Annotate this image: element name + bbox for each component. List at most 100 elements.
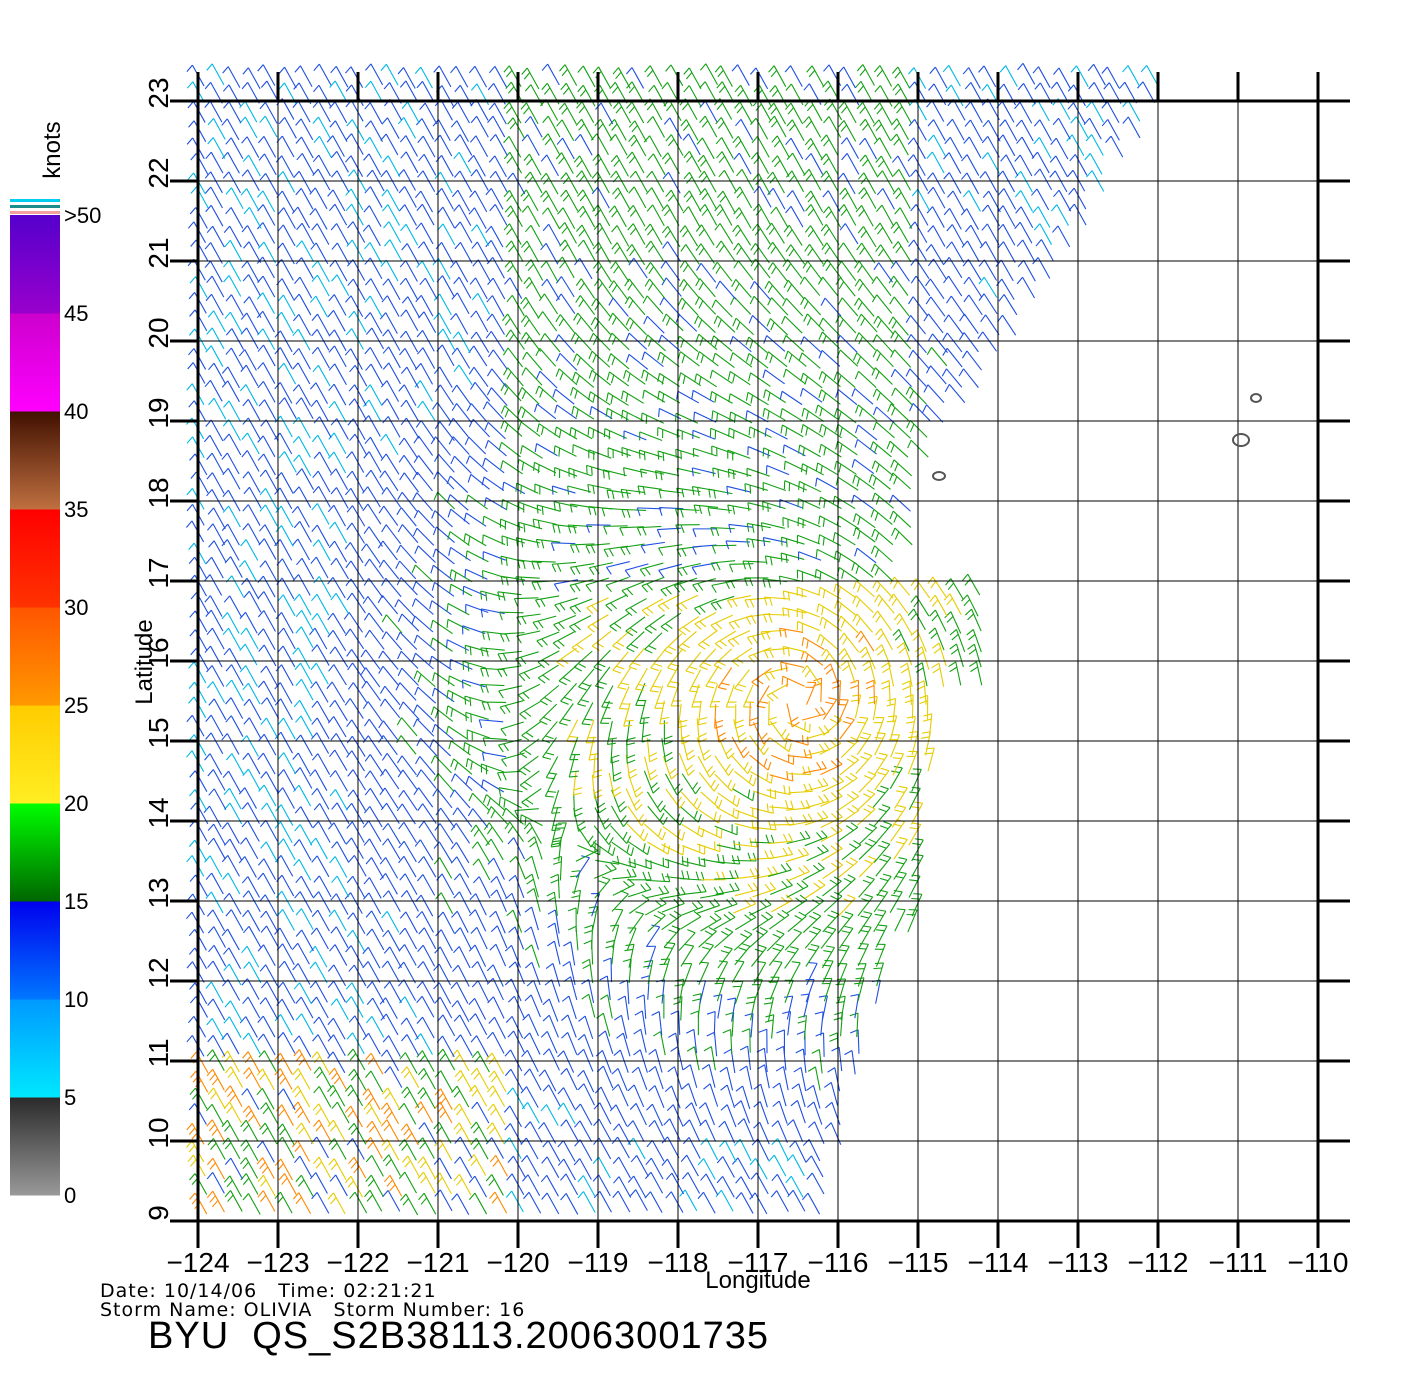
wind-barb — [223, 963, 242, 986]
wind-barb — [588, 350, 611, 368]
wind-barb — [768, 846, 794, 860]
wind-barb — [747, 446, 771, 457]
wind-barb — [257, 64, 276, 86]
wind-barb — [418, 153, 437, 176]
wind-barb — [625, 353, 649, 370]
wind-barb — [833, 550, 857, 565]
colorbar-segment — [10, 411, 60, 510]
wind-barb — [534, 483, 558, 495]
wind-barb — [890, 118, 909, 140]
wind-barb — [447, 531, 470, 547]
wind-barb — [742, 560, 767, 570]
wind-barb — [480, 647, 505, 657]
wind-barb — [634, 668, 648, 692]
wind-barb — [617, 666, 632, 690]
wind-barb — [311, 700, 330, 723]
wind-barb — [223, 595, 242, 618]
wind-barb — [760, 522, 785, 532]
wind-barb — [574, 1120, 593, 1143]
wind-barb — [488, 155, 507, 178]
wind-barb — [592, 242, 611, 264]
wind-barb — [454, 84, 473, 107]
wind-barb — [345, 99, 364, 122]
wind-barb — [294, 276, 313, 299]
wind-barb — [293, 454, 312, 477]
wind-barb — [544, 979, 560, 1003]
colorbar-segment — [10, 999, 60, 1098]
wind-barb — [257, 381, 276, 403]
wind-barb — [805, 943, 820, 967]
wind-barb — [225, 137, 244, 160]
wind-barb — [839, 925, 854, 949]
wind-barb — [909, 221, 928, 244]
wind-barb — [859, 154, 878, 177]
wind-barb — [446, 689, 470, 702]
wind-barb — [553, 501, 578, 512]
wind-barb — [539, 703, 558, 725]
wind-barb — [347, 682, 368, 703]
wind-barb — [224, 556, 243, 578]
wind-barb — [545, 963, 561, 987]
colorbar-cap-stripe — [10, 211, 60, 214]
wind-barb — [382, 823, 401, 845]
latitude-tick-label: 11 — [143, 1038, 174, 1067]
wind-barb — [563, 941, 576, 966]
wind-barb — [260, 910, 279, 933]
wind-barb — [715, 882, 740, 895]
wind-barb — [786, 894, 808, 914]
wind-barb — [464, 695, 489, 707]
wind-barb — [206, 1049, 225, 1071]
wind-barb — [573, 155, 592, 178]
wind-barb — [766, 683, 789, 702]
wind-barb — [686, 1046, 700, 1071]
wind-barb — [660, 260, 681, 281]
wind-barb — [292, 384, 311, 406]
wind-barb — [831, 1046, 843, 1072]
wind-barb — [535, 595, 560, 608]
wind-barb — [796, 586, 820, 598]
wind-barb — [657, 450, 682, 462]
wind-barb — [749, 834, 775, 844]
wind-barb — [1033, 223, 1052, 245]
wind-barb — [296, 222, 315, 245]
wind-barb — [624, 943, 635, 968]
wind-barb — [277, 594, 296, 617]
wind-barb — [471, 224, 490, 246]
wind-barb — [648, 84, 667, 107]
wind-barb — [557, 1102, 576, 1125]
wind-barb — [574, 257, 593, 280]
wind-barb — [471, 961, 489, 984]
wind-barb — [709, 369, 733, 384]
wind-barb — [585, 719, 597, 744]
wind-barb — [764, 427, 788, 440]
wind-barb — [470, 169, 489, 191]
wind-barb — [277, 1088, 296, 1111]
wind-barb — [605, 392, 629, 406]
wind-barb — [784, 946, 799, 969]
longitude-tick-label: −113 — [1048, 1247, 1109, 1278]
wind-barb — [450, 842, 470, 864]
wind-barb — [365, 1155, 384, 1177]
wind-barb — [727, 504, 752, 515]
wind-barb — [679, 871, 705, 881]
wind-barb — [1014, 221, 1033, 244]
wind-barb — [629, 1103, 647, 1126]
wind-barb — [661, 886, 686, 899]
wind-barb — [639, 562, 664, 577]
wind-barb — [599, 975, 611, 1000]
wind-barb — [500, 555, 525, 566]
wind-barb — [923, 313, 944, 334]
wind-barb — [820, 134, 839, 157]
wind-barb — [329, 80, 348, 103]
wind-barb — [561, 1014, 577, 1038]
wind-barb — [644, 65, 663, 87]
wind-barb — [699, 81, 718, 103]
wind-barb — [714, 204, 733, 226]
wind-barb — [852, 580, 875, 598]
colorbar-segment — [10, 1097, 60, 1196]
wind-barb — [806, 65, 825, 88]
wind-barb — [259, 964, 278, 987]
wind-barb — [397, 769, 418, 790]
wind-barb — [464, 436, 487, 455]
wind-barb — [727, 997, 737, 1022]
